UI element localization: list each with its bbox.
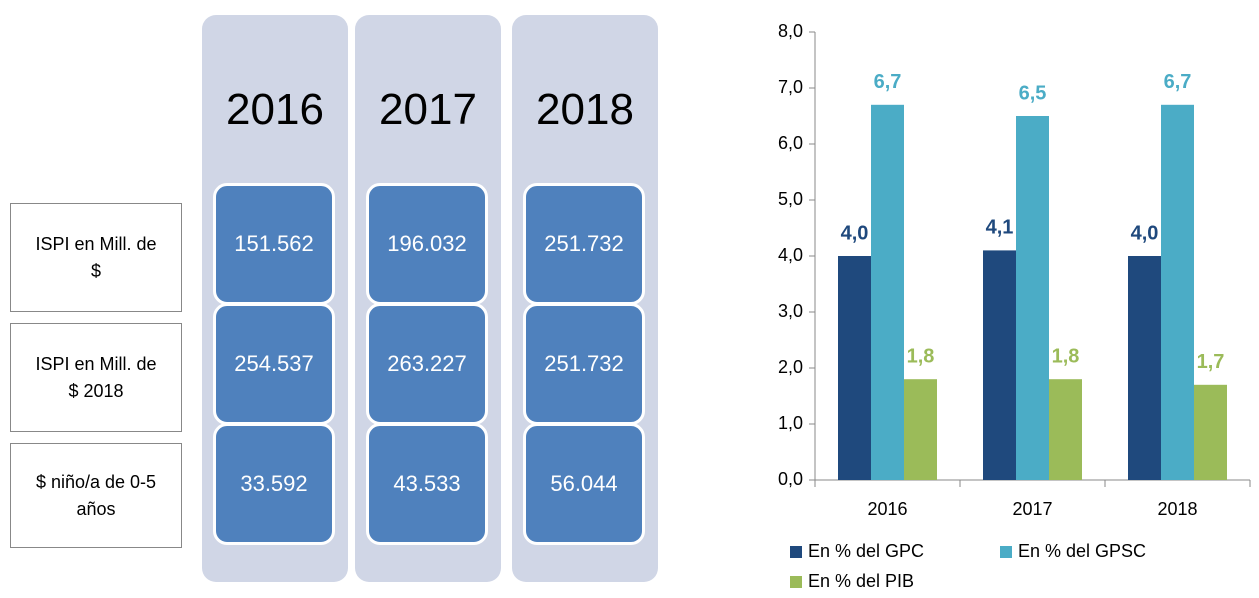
y-tick-label: 6,0 <box>778 133 803 153</box>
x-tick-label: 2016 <box>867 499 907 519</box>
year-column: 2018 251.732 251.732 56.044 <box>512 15 658 582</box>
bar <box>871 104 904 481</box>
bar <box>904 379 937 480</box>
legend-label: En % del GPSC <box>1018 541 1146 561</box>
year-header: 2017 <box>379 85 477 134</box>
bar <box>1016 116 1049 480</box>
year-header: 2018 <box>536 85 634 134</box>
legend-label: En % del PIB <box>808 571 914 591</box>
year-column: 2017 196.032 263.227 43.533 <box>355 15 501 582</box>
value-cell: 251.732 <box>523 303 645 425</box>
value-cell: 263.227 <box>366 303 488 425</box>
bar <box>1049 379 1082 480</box>
x-tick-label: 2018 <box>1157 499 1197 519</box>
bar <box>838 256 871 480</box>
year-column: 2016 151.562 254.537 33.592 <box>202 15 348 582</box>
value-cell: 56.044 <box>523 423 645 545</box>
y-tick-label: 0,0 <box>778 469 803 489</box>
value-cell: 196.032 <box>366 183 488 305</box>
data-label: 4,0 <box>1131 222 1159 244</box>
year-header: 2016 <box>226 85 324 134</box>
bar <box>1128 256 1161 480</box>
bar <box>1161 104 1194 481</box>
data-label: 6,7 <box>874 71 902 93</box>
y-tick-label: 8,0 <box>778 21 803 41</box>
legend-swatch <box>790 546 802 558</box>
value-cell: 151.562 <box>213 183 335 305</box>
value-cell: 251.732 <box>523 183 645 305</box>
legend-label: En % del GPC <box>808 541 924 561</box>
row-label: ISPI en Mill. de $ <box>10 203 182 312</box>
row-label: ISPI en Mill. de $ 2018 <box>10 323 182 432</box>
data-label: 1,8 <box>907 345 935 367</box>
y-tick-label: 3,0 <box>778 301 803 321</box>
y-tick-label: 1,0 <box>778 413 803 433</box>
value-cell: 33.592 <box>213 423 335 545</box>
x-tick-label: 2017 <box>1012 499 1052 519</box>
y-tick-label: 4,0 <box>778 245 803 265</box>
data-label: 6,5 <box>1019 82 1047 104</box>
data-label: 4,0 <box>841 222 869 244</box>
y-tick-label: 7,0 <box>778 77 803 97</box>
data-label: 1,8 <box>1052 345 1080 367</box>
value-cell: 43.533 <box>366 423 488 545</box>
y-tick-label: 2,0 <box>778 357 803 377</box>
legend-swatch <box>790 576 802 588</box>
data-label: 1,7 <box>1197 351 1225 373</box>
legend-swatch <box>1000 546 1012 558</box>
value-cell: 254.537 <box>213 303 335 425</box>
data-label: 6,7 <box>1164 71 1192 93</box>
bar <box>983 250 1016 480</box>
bar <box>1194 384 1227 480</box>
row-label: $ niño/a de 0-5 años <box>10 443 182 548</box>
data-label: 4,1 <box>986 217 1014 239</box>
y-tick-label: 5,0 <box>778 189 803 209</box>
